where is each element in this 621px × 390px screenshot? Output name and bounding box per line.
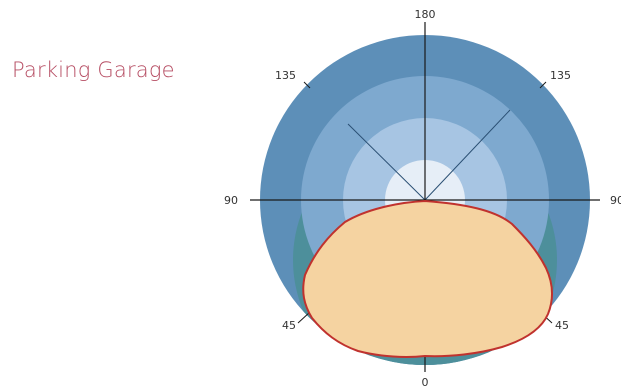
- diagonal-guide-left: [347, 123, 426, 201]
- diagram-title: Parking Garage: [12, 58, 175, 82]
- label-90-right: 90: [610, 194, 621, 207]
- diagonal-guides: [347, 109, 511, 201]
- label-45-right: 45: [555, 319, 569, 332]
- label-45-left: 45: [282, 319, 296, 332]
- label-0: 0: [422, 376, 429, 389]
- label-135-left: 135: [275, 69, 296, 82]
- light-distribution-zone: [302, 199, 553, 358]
- label-90-left: 90: [224, 194, 238, 207]
- axis-135-left: [303, 81, 311, 89]
- diagonal-guide-right: [424, 109, 511, 201]
- axis-45-left: [297, 311, 311, 324]
- axis-135-right: [539, 81, 547, 89]
- label-135-right: 135: [550, 69, 571, 82]
- label-180: 180: [415, 8, 436, 21]
